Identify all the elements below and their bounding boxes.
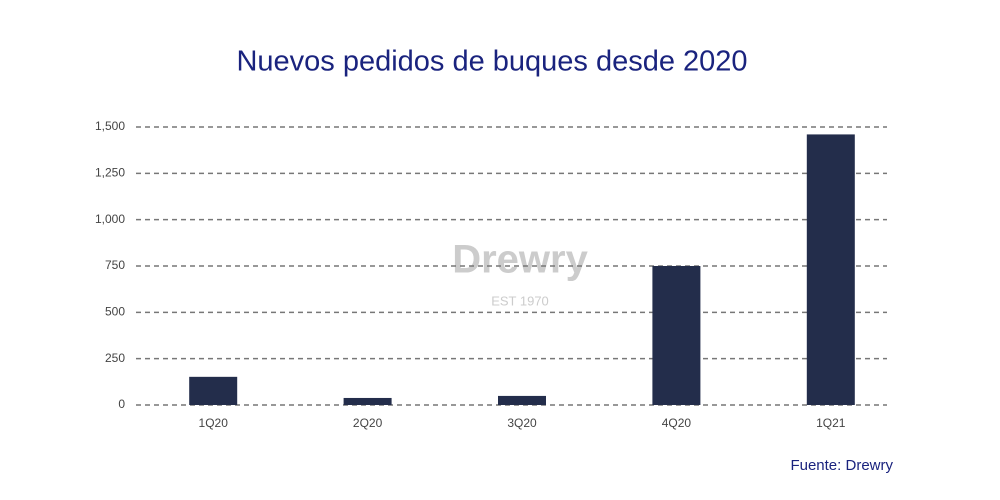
x-tick-label: 1Q20 bbox=[199, 416, 229, 430]
y-tick-label: 1,500 bbox=[95, 119, 125, 133]
x-tick-label: 3Q20 bbox=[507, 416, 537, 430]
y-tick-label: 0 bbox=[118, 397, 125, 411]
watermark: Drewry bbox=[452, 238, 588, 282]
watermark-subtitle: EST 1970 bbox=[491, 293, 549, 308]
y-tick-label: 1,250 bbox=[95, 166, 125, 180]
bar bbox=[652, 266, 701, 405]
y-tick-label: 1,000 bbox=[95, 212, 125, 226]
x-tick-label: 1Q21 bbox=[816, 416, 846, 430]
source: Fuente: Drewry bbox=[790, 457, 893, 474]
x-tick-label: 2Q20 bbox=[353, 416, 383, 430]
bar bbox=[343, 397, 392, 405]
y-tick-label: 500 bbox=[105, 305, 125, 319]
y-tick-label: 750 bbox=[105, 258, 125, 272]
x-tick-label: 4Q20 bbox=[662, 416, 692, 430]
chart-title: Nuevos pedidos de buques desde 2020 bbox=[236, 46, 747, 78]
y-tick-label: 250 bbox=[105, 351, 125, 365]
bar bbox=[189, 376, 238, 405]
bar bbox=[806, 134, 855, 405]
bar bbox=[498, 395, 546, 405]
